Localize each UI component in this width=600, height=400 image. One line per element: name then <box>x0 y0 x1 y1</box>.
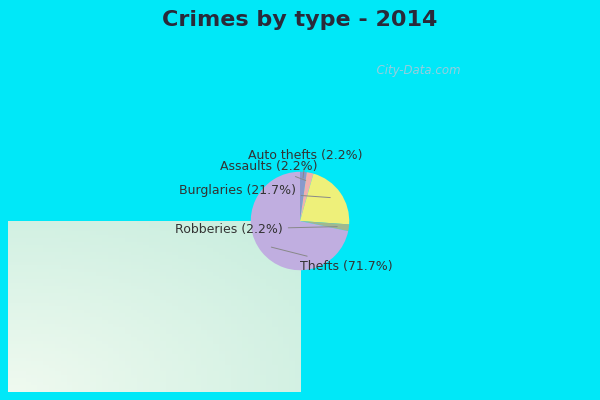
Text: Burglaries (21.7%): Burglaries (21.7%) <box>179 184 330 198</box>
Wedge shape <box>300 172 313 221</box>
Text: Robberies (2.2%): Robberies (2.2%) <box>175 223 337 236</box>
Text: Crimes by type - 2014: Crimes by type - 2014 <box>163 10 437 30</box>
Text: Thefts (71.7%): Thefts (71.7%) <box>271 247 393 273</box>
Text: Assaults (2.2%): Assaults (2.2%) <box>220 160 317 180</box>
Wedge shape <box>300 221 349 231</box>
Wedge shape <box>251 172 348 270</box>
Wedge shape <box>300 174 349 224</box>
Text: City-Data.com: City-Data.com <box>369 64 461 77</box>
Text: Auto thefts (2.2%): Auto thefts (2.2%) <box>248 149 363 178</box>
Wedge shape <box>300 172 307 221</box>
